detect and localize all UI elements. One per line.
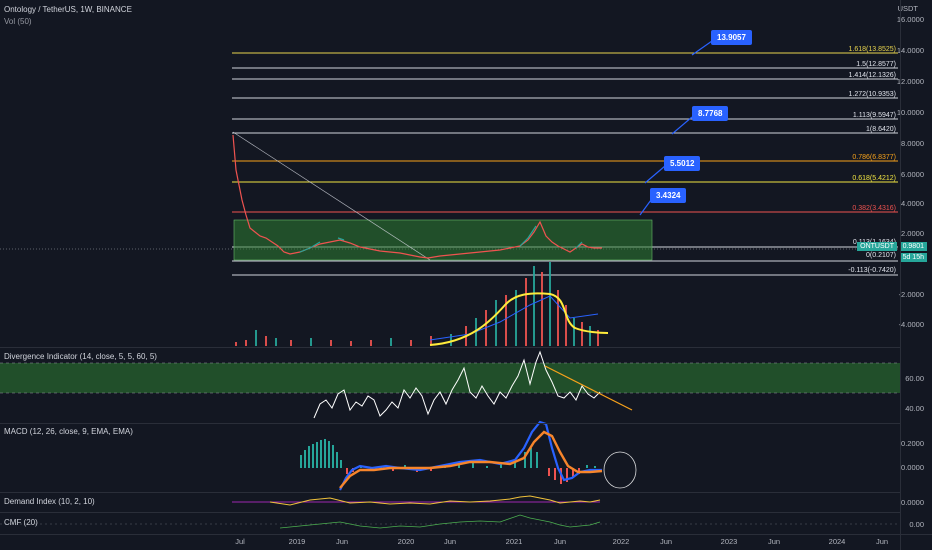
fib-label: 1.618(13.8525) xyxy=(848,46,896,53)
volume-arc xyxy=(429,292,609,346)
fib-label: 0.786(6.8377) xyxy=(852,154,896,161)
macd-axis-label: 0.0000 xyxy=(901,463,924,472)
time-axis-label: 2022 xyxy=(612,537,630,546)
pane-separator[interactable] xyxy=(0,512,900,513)
demand-index-title[interactable]: Demand Index (10, 2, 10) xyxy=(4,497,95,506)
pane-separator[interactable] xyxy=(0,347,900,348)
callout-connector xyxy=(644,165,666,184)
price-axis-label: 2.0000 xyxy=(901,229,924,238)
fib-label: 1.272(10.9353) xyxy=(848,91,896,98)
price-axis-label: 4.0000 xyxy=(901,199,924,208)
fib-label: 1(8.6420) xyxy=(866,126,896,133)
macd-highlight-circle xyxy=(603,451,637,489)
cmf-line xyxy=(279,514,601,529)
time-axis-label: Jun xyxy=(553,537,567,546)
macd-line xyxy=(339,420,602,491)
chart-title: Ontology / TetherUS, 1W, BINANCE xyxy=(4,5,132,14)
price-target-callout[interactable]: 8.7768 xyxy=(692,106,729,121)
symbol-tag: ONTUSDT xyxy=(857,242,897,251)
time-axis-label: Jun xyxy=(875,537,889,546)
macd-indicator-title[interactable]: MACD (12, 26, close, 9, EMA, EMA) xyxy=(4,427,133,436)
price-target-callout[interactable]: 5.5012 xyxy=(664,156,701,171)
price-axis-label: 14.0000 xyxy=(896,46,924,55)
macd-axis-label: 0.2000 xyxy=(901,439,924,448)
time-axis-label: Jul xyxy=(235,537,245,546)
accumulation-zone xyxy=(233,219,653,261)
macd-histogram xyxy=(300,439,596,484)
price-axis-label: 16.0000 xyxy=(896,15,924,24)
callout-connector xyxy=(671,116,693,135)
fib-label: 1.5(12.8577) xyxy=(856,61,896,68)
time-axis-label: Jun xyxy=(443,537,457,546)
fib-label: 1.414(12.1326) xyxy=(848,72,896,79)
time-axis-label: Jun xyxy=(335,537,349,546)
price-axis-label: 12.0000 xyxy=(896,77,924,86)
cmf-indicator-title[interactable]: CMF (20) xyxy=(4,518,38,527)
price-target-callout[interactable]: 13.9057 xyxy=(711,30,752,45)
demand-axis-label: 0.0000 xyxy=(901,498,924,507)
callout-connector xyxy=(691,40,713,56)
price-axis-label: 8.0000 xyxy=(901,139,924,148)
divergence-axis-label: 60.00 xyxy=(905,374,924,383)
price-axis-label: -4.0000 xyxy=(898,320,924,329)
volume-label[interactable]: Vol (50) xyxy=(4,17,32,26)
currency-label: USDT xyxy=(897,4,918,13)
price-series xyxy=(232,134,602,259)
demand-index-line xyxy=(269,495,601,506)
divergence-zone xyxy=(0,363,900,393)
fib-label: 1.113(9.5947) xyxy=(852,112,896,119)
bar-countdown-tag: 5d 15h xyxy=(899,253,927,262)
price-axis-label: 10.0000 xyxy=(896,108,924,117)
fib-label: 0.618(5.4212) xyxy=(852,175,896,182)
pane-separator[interactable] xyxy=(0,492,900,493)
time-axis-label: 2024 xyxy=(828,537,846,546)
time-axis-label: 2023 xyxy=(720,537,738,546)
time-axis-border xyxy=(0,534,932,535)
macd-signal-line xyxy=(339,430,603,489)
divergence-indicator-title[interactable]: Divergence Indicator (14, close, 5, 5, 6… xyxy=(4,352,157,361)
fib-label: 0.382(3.4316) xyxy=(852,205,896,212)
time-axis-label: 2021 xyxy=(505,537,523,546)
fib-label: -0.113(-0.7420) xyxy=(848,267,896,274)
divergence-axis-label: 40.00 xyxy=(905,404,924,413)
divergence-line xyxy=(313,350,601,419)
pane-separator[interactable] xyxy=(0,423,900,424)
trend-line xyxy=(232,131,431,261)
time-axis-label: 2020 xyxy=(397,537,415,546)
cmf-axis-label: 0.00 xyxy=(909,520,924,529)
time-axis-label: 2019 xyxy=(288,537,306,546)
price-target-callout[interactable]: 3.4324 xyxy=(650,188,687,203)
price-series-up xyxy=(299,225,583,253)
volume-ma-line xyxy=(429,295,599,341)
callout-connector xyxy=(639,199,652,216)
price-axis-label: -2.0000 xyxy=(898,290,924,299)
divergence-trendline xyxy=(544,365,633,411)
current-price-tag: 0.9801 xyxy=(899,242,927,251)
time-axis-label: Jun xyxy=(767,537,781,546)
price-axis-label: 6.0000 xyxy=(901,170,924,179)
fib-label: 0(0.2107) xyxy=(866,252,896,259)
time-axis-label: Jun xyxy=(659,537,673,546)
price-axis-border xyxy=(900,0,901,550)
